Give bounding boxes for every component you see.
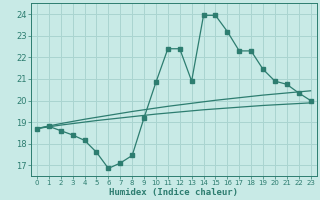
X-axis label: Humidex (Indice chaleur): Humidex (Indice chaleur) <box>109 188 238 197</box>
